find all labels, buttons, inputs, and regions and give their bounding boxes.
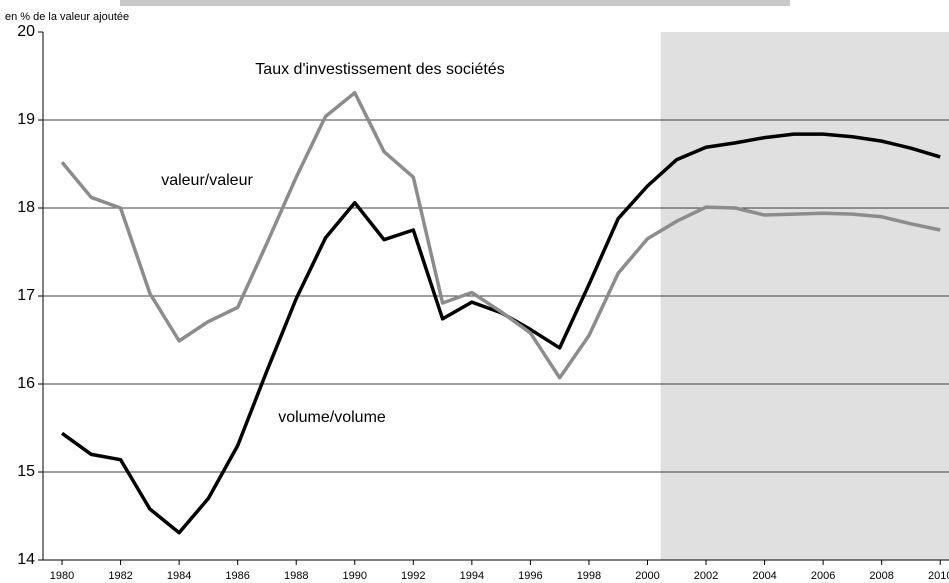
x-tick-label: 1988	[284, 570, 308, 582]
y-tick-label: 15	[17, 463, 35, 480]
y-axis-label: en % de la valeur ajoutée	[5, 11, 129, 23]
y-tick-label: 17	[17, 287, 35, 304]
y-tick-label: 20	[17, 23, 35, 40]
plot: 14 15 16 17 18 19 20 1980 1982 1984 1986 1988 1990 19…	[17, 23, 949, 582]
x-tick-label: 1996	[518, 570, 542, 582]
header-bar	[120, 0, 790, 6]
y-tick-label: 19	[17, 111, 35, 128]
x-tick-label: 1994	[460, 570, 484, 582]
x-tick-label: 1990	[343, 570, 367, 582]
y-tick-label: 16	[17, 375, 35, 392]
x-tick-label: 1998	[577, 570, 601, 582]
x-tick-label: 2006	[811, 570, 835, 582]
series-label: valeur/valeur	[161, 172, 253, 189]
x-tick-label: 2002	[694, 570, 718, 582]
y-tick-label: 18	[17, 199, 35, 216]
series-line	[60, 90, 941, 380]
x-tick-label: 1984	[167, 570, 191, 582]
x-tick-label: 2010	[928, 570, 949, 582]
x-tick-label: 1992	[401, 570, 425, 582]
x-tick-label: 1986	[225, 570, 249, 582]
x-tick-label: 2004	[752, 570, 776, 582]
x-tick-label: 1982	[108, 570, 132, 582]
series-label: volume/volume	[278, 409, 386, 426]
x-tick-label: 1980	[50, 570, 74, 582]
y-tick-label: 14	[17, 551, 35, 568]
x-tick-label: 2008	[869, 570, 893, 582]
chart-title: Taux d'investissement des sociétés	[255, 61, 504, 78]
x-tick-label: 2000	[635, 570, 659, 582]
